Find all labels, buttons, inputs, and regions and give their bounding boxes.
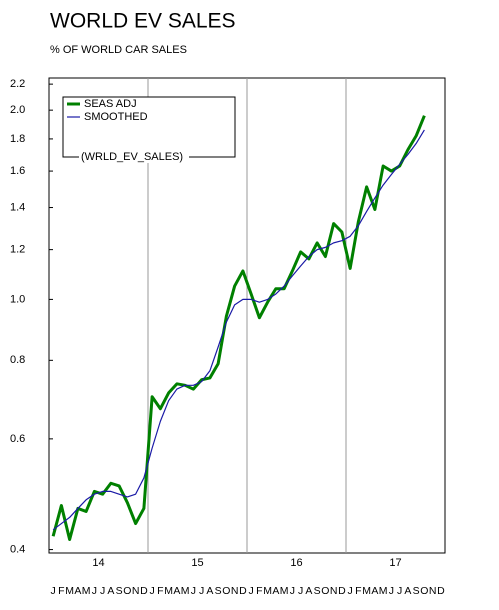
x-tick-label: A [404, 585, 411, 597]
y-tick-label: 1.0 [10, 293, 25, 305]
x-tick-label: M [181, 585, 190, 597]
x-tick-label: F [355, 585, 361, 597]
x-tick-label: M [362, 585, 371, 597]
y-tick-label: 0.6 [10, 433, 25, 445]
x-tick-label: F [256, 585, 262, 597]
x-tick-label: M [263, 585, 272, 597]
x-tick-label: S [215, 585, 222, 597]
x-tick-label: J [51, 585, 56, 597]
x-tick-label: N [231, 585, 239, 597]
x-tick-label: A [74, 585, 81, 597]
x-tick-label: A [206, 585, 213, 597]
x-tick-label: J [389, 585, 394, 597]
legend-title: (WRLD_EV_SALES) [81, 151, 183, 163]
x-tick-label: D [140, 585, 148, 597]
x-tick-label: J [397, 585, 402, 597]
x-tick-label: J [191, 585, 196, 597]
x-tick-label: M [379, 585, 388, 597]
x-tick-label: F [157, 585, 163, 597]
year-label: 16 [290, 557, 302, 569]
series-line [52, 129, 425, 531]
x-tick-label: N [330, 585, 338, 597]
x-tick-label: J [249, 585, 254, 597]
x-tick-label: S [314, 585, 321, 597]
x-tick-label: N [429, 585, 437, 597]
year-label: 17 [389, 557, 401, 569]
x-tick-label: O [123, 585, 131, 597]
x-tick-label: J [100, 585, 105, 597]
chart-title: WORLD EV SALES [50, 10, 236, 33]
x-tick-label: J [199, 585, 204, 597]
y-tick-label: 2.2 [10, 78, 25, 90]
y-tick-label: 0.8 [10, 354, 25, 366]
x-tick-label: J [348, 585, 353, 597]
x-tick-label: J [92, 585, 97, 597]
legend-title-bg [79, 151, 189, 163]
x-tick-label: A [305, 585, 312, 597]
series-line [51, 115, 426, 542]
y-tick-label: 2.0 [10, 104, 25, 116]
x-tick-label: D [338, 585, 346, 597]
x-tick-label: A [173, 585, 180, 597]
x-tick-label: A [371, 585, 378, 597]
x-tick-label: O [321, 585, 329, 597]
x-tick-label: A [272, 585, 279, 597]
y-tick-label: 1.6 [10, 165, 25, 177]
chart-subtitle: % OF WORLD CAR SALES [50, 44, 187, 56]
x-tick-label: M [65, 585, 74, 597]
y-tick-label: 1.2 [10, 244, 25, 256]
x-tick-label: A [107, 585, 114, 597]
x-tick-label: M [280, 585, 289, 597]
x-tick-label: D [437, 585, 445, 597]
x-tick-label: O [420, 585, 428, 597]
year-label: 15 [191, 557, 203, 569]
x-tick-label: J [290, 585, 295, 597]
x-tick-label: J [298, 585, 303, 597]
x-tick-label: M [82, 585, 91, 597]
x-tick-label: S [413, 585, 420, 597]
x-tick-label: D [239, 585, 247, 597]
y-tick-label: 0.4 [10, 543, 25, 555]
x-tick-label: J [150, 585, 155, 597]
x-tick-label: O [222, 585, 230, 597]
legend-label: SEAS ADJ [84, 98, 137, 110]
y-tick-label: 1.4 [10, 201, 25, 213]
x-tick-label: N [132, 585, 140, 597]
y-tick-label: 1.8 [10, 133, 25, 145]
year-label: 14 [92, 557, 104, 569]
legend-box [62, 96, 236, 158]
legend-label: SMOOTHED [84, 111, 148, 123]
x-tick-label: S [116, 585, 123, 597]
x-tick-label: M [164, 585, 173, 597]
x-tick-label: F [58, 585, 64, 597]
